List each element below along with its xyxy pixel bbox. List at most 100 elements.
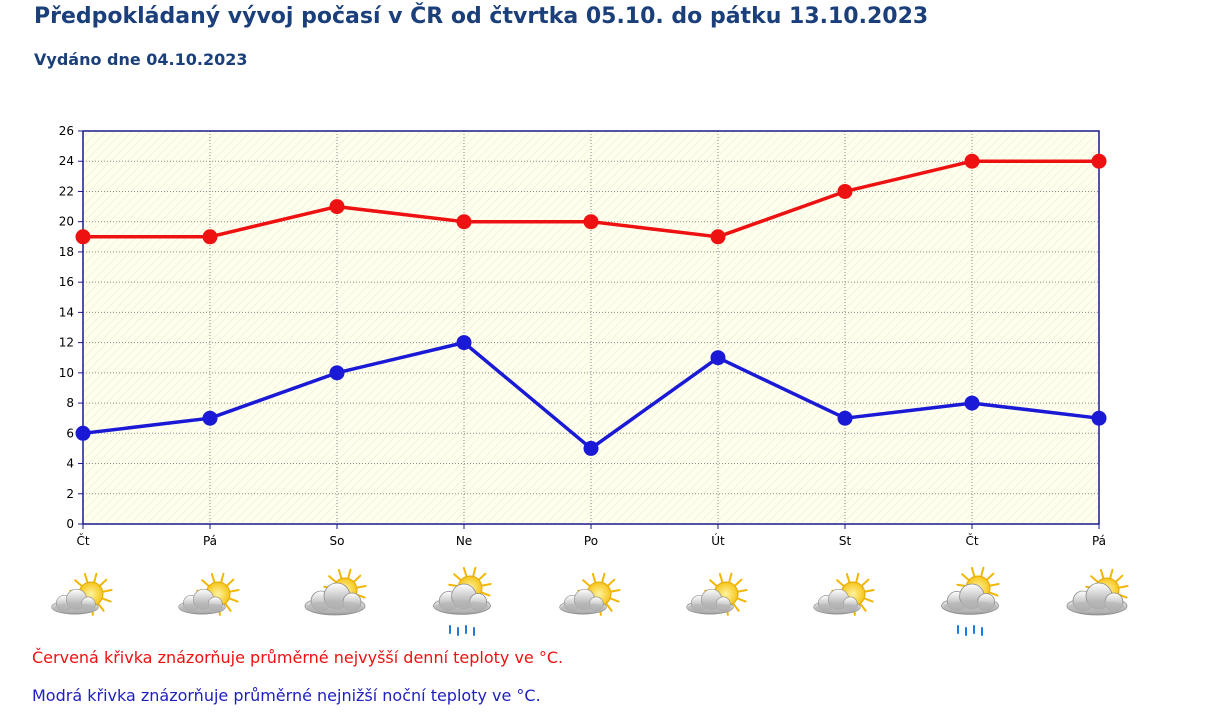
- x-tick-label: Čt: [76, 533, 89, 548]
- y-tick-label: 16: [59, 275, 74, 289]
- cloud-shade: [688, 603, 732, 613]
- sun-ray: [605, 603, 613, 612]
- mostly-cloudy-icon: [1066, 568, 1129, 616]
- sun-ray: [989, 582, 1000, 587]
- x-tick-label: So: [330, 534, 345, 548]
- y-tick-label: 12: [59, 336, 74, 350]
- cloud-shape: [51, 588, 99, 615]
- legend-note-red: Červená křivka znázorňuje průměrné nejvy…: [32, 648, 564, 667]
- sun-ray: [328, 575, 337, 583]
- cloud-shape: [686, 588, 734, 615]
- sun-ray: [220, 572, 225, 583]
- sun-ray: [582, 579, 591, 587]
- sun-ray: [737, 588, 748, 593]
- sun-ray: [102, 588, 113, 593]
- x-tick-label: Pá: [1092, 534, 1106, 548]
- sun-ray: [610, 588, 621, 593]
- partly-cloudy-icon: [686, 572, 748, 616]
- sun-ray: [1099, 568, 1105, 579]
- sun-ray: [1118, 584, 1129, 589]
- sun-ray: [709, 579, 718, 587]
- sun-ray: [864, 588, 875, 593]
- sun-ray: [481, 591, 491, 597]
- y-tick-label: 0: [66, 517, 74, 531]
- series-0-point: [837, 183, 853, 199]
- cloud-shape: [433, 583, 491, 615]
- sun-ray: [1090, 575, 1099, 583]
- series-1-point: [964, 395, 980, 411]
- series-0-point: [1091, 153, 1107, 169]
- sun-ray: [453, 573, 462, 581]
- sun-ray: [734, 578, 743, 587]
- series-0-point: [75, 229, 91, 245]
- sun-ray: [980, 566, 985, 577]
- mostly-cloudy-icon: [304, 568, 367, 616]
- y-tick-label: 18: [59, 245, 74, 259]
- series-0-point: [202, 229, 218, 245]
- series-1-point: [710, 350, 726, 366]
- sun-ray: [478, 572, 487, 581]
- y-tick-label: 26: [59, 124, 74, 138]
- x-tick-label: Út: [711, 533, 725, 548]
- x-tick-label: Ne: [456, 534, 472, 548]
- sun-ray: [83, 572, 89, 583]
- sun-ray: [224, 603, 232, 612]
- series-1-point: [329, 365, 345, 381]
- series-1-point: [75, 425, 91, 441]
- partly-cloudy-icon: [51, 572, 113, 616]
- sun-ray: [226, 578, 235, 587]
- sun-ray: [99, 578, 108, 587]
- y-tick-label: 10: [59, 366, 74, 380]
- series-0-point: [710, 229, 726, 245]
- partly-cloudy-icon: [178, 572, 240, 616]
- sun-ray: [718, 572, 724, 583]
- x-tick-label: St: [839, 534, 852, 548]
- cloud-shape: [941, 583, 999, 615]
- sun-ray: [448, 583, 459, 587]
- series-0-point: [583, 214, 599, 230]
- sun-ray: [986, 572, 995, 581]
- sun-ray: [836, 579, 845, 587]
- sun-ray: [601, 572, 606, 583]
- legend-note-blue: Modrá křivka znázorňuje průměrné nejnižš…: [32, 686, 541, 705]
- cloud-shape: [1066, 582, 1128, 616]
- sun-ray: [864, 597, 874, 603]
- x-tick-label: Pá: [203, 534, 217, 548]
- sun-ray: [855, 572, 860, 583]
- sun-ray: [481, 582, 492, 587]
- series-1-point: [583, 440, 599, 456]
- sun-ray: [970, 566, 976, 577]
- sun-ray: [989, 591, 999, 597]
- y-tick-label: 4: [66, 457, 74, 471]
- series-1-point: [202, 410, 218, 426]
- cloud-shade: [943, 601, 997, 613]
- cloud-shape: [304, 582, 366, 616]
- sun-ray: [462, 566, 468, 577]
- sun-ray: [610, 597, 620, 603]
- cloud-shade: [1069, 601, 1125, 613]
- plot-frame: [82, 130, 1100, 525]
- cloudy-rain-icon: [941, 566, 1000, 636]
- sun-ray: [1109, 568, 1114, 579]
- sun-ray: [229, 597, 239, 603]
- cloud-shade: [815, 603, 859, 613]
- sun-ray: [353, 574, 362, 583]
- sun-ray: [201, 579, 210, 587]
- cloud-shade: [180, 603, 224, 613]
- cloud-shape: [559, 588, 607, 615]
- sun-ray: [859, 603, 867, 612]
- sun-ray: [737, 597, 747, 603]
- series-1-point: [456, 335, 472, 351]
- sun-ray: [74, 579, 83, 587]
- cloud-shape: [178, 588, 226, 615]
- sun-ray: [337, 568, 343, 579]
- x-tick-label: Po: [584, 534, 598, 548]
- sun-ray: [732, 603, 740, 612]
- sun-ray: [861, 578, 870, 587]
- cloudy-rain-icon: [433, 566, 492, 636]
- sun-ray: [102, 597, 112, 603]
- issued-date: Vydáno dne 04.10.2023: [34, 50, 248, 69]
- cloud-shape: [813, 588, 861, 615]
- sun-ray: [591, 572, 597, 583]
